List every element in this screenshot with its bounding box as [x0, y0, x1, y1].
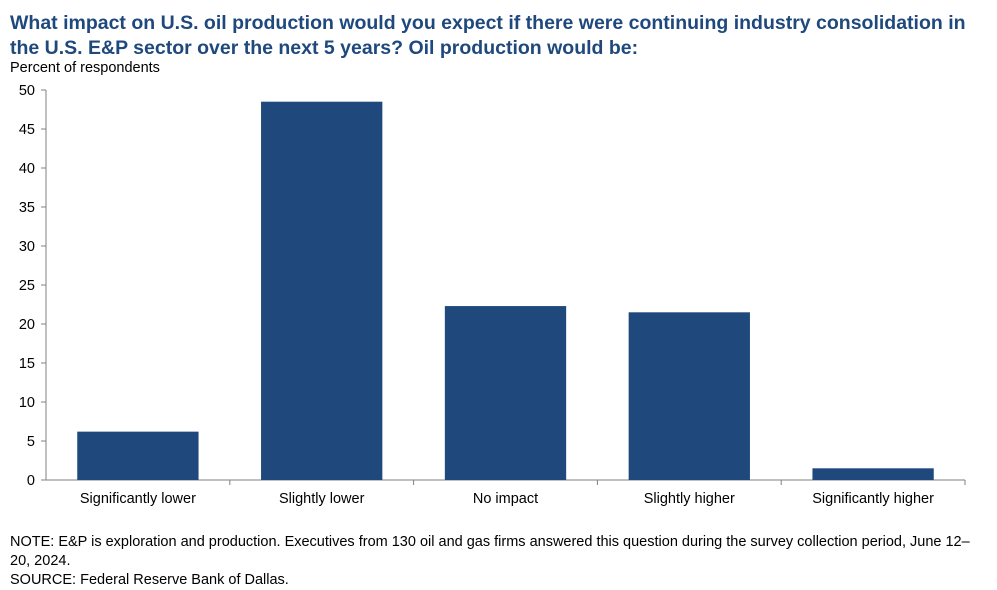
y-tick-label: 30 — [19, 239, 35, 255]
y-tick-label: 40 — [19, 161, 35, 177]
bar — [77, 431, 199, 480]
x-tick-label: No impact — [473, 491, 538, 507]
x-tick-label: Significantly higher — [812, 491, 934, 507]
y-tick-label: 15 — [19, 356, 35, 372]
y-tick-label: 50 — [19, 83, 35, 99]
chart-title: What impact on U.S. oil production would… — [10, 12, 966, 59]
source-text: SOURCE: Federal Reserve Bank of Dallas. — [10, 572, 289, 588]
x-tick-label: Slightly lower — [279, 491, 365, 507]
x-tick-label: Significantly lower — [80, 491, 196, 507]
bar — [444, 306, 567, 480]
y-tick-label: 5 — [27, 434, 35, 450]
bar — [812, 468, 934, 480]
y-tick-label: 35 — [19, 200, 35, 216]
y-tick-label: 25 — [19, 278, 35, 294]
y-tick-label: 20 — [19, 317, 35, 333]
y-tick-label: 10 — [19, 395, 35, 411]
y-tick-label: 45 — [19, 122, 35, 138]
bar — [628, 312, 750, 480]
y-tick-label: 0 — [27, 473, 35, 489]
y-axis-units-label: Percent of respondents — [10, 60, 160, 76]
note-text: NOTE: E&P is exploration and production.… — [10, 534, 970, 569]
bar — [261, 101, 383, 480]
bar-chart: 0 5 10 15 20 25 30 35 40 45 50 Significantly lower S… — [19, 83, 966, 507]
footnote: NOTE: E&P is exploration and production.… — [10, 533, 985, 590]
x-tick-label: Slightly higher — [644, 491, 735, 507]
